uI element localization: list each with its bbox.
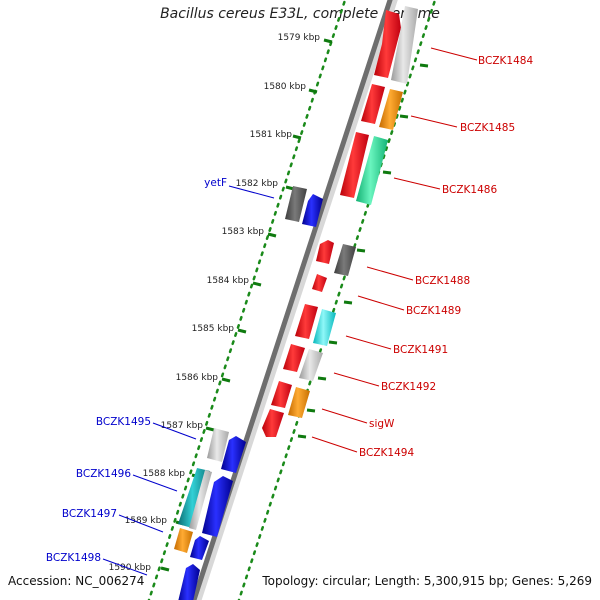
outer-tick-marks bbox=[297, 63, 429, 439]
gene-arrow[interactable] bbox=[299, 349, 323, 381]
gene-arrow[interactable] bbox=[190, 536, 209, 560]
gene-label-right[interactable]: BCZK1491 bbox=[393, 344, 448, 356]
gene-label-left[interactable]: BCZK1495 bbox=[96, 416, 151, 428]
tick-label: 1584 kbp bbox=[207, 276, 250, 286]
tick-label: 1586 kbp bbox=[176, 373, 219, 383]
gene-label-right[interactable]: sigW bbox=[369, 418, 395, 430]
gene-arrow[interactable] bbox=[356, 136, 388, 205]
gene-arrow[interactable] bbox=[207, 428, 229, 462]
gene-label-right[interactable]: BCZK1489 bbox=[406, 305, 461, 317]
gene-arrow[interactable] bbox=[295, 304, 318, 339]
gene-arrow[interactable] bbox=[361, 84, 385, 124]
tick-label: 1582 kbp bbox=[236, 179, 279, 189]
tick-label: 1585 kbp bbox=[192, 324, 235, 334]
gene-label-left[interactable]: BCZK1497 bbox=[62, 508, 117, 520]
gene-arrow[interactable] bbox=[288, 387, 310, 418]
gene-label-left[interactable]: yetF bbox=[204, 177, 227, 189]
gene-arrow[interactable] bbox=[271, 381, 292, 408]
gene-label-right[interactable]: BCZK1486 bbox=[442, 184, 497, 196]
gene-arrow[interactable] bbox=[379, 89, 403, 130]
gene-arrow[interactable] bbox=[174, 528, 193, 553]
tick-label: 1579 kbp bbox=[278, 33, 321, 43]
tick-label: 1583 kbp bbox=[222, 227, 265, 237]
gene-arrow[interactable] bbox=[334, 244, 356, 276]
gene-label-right[interactable]: BCZK1485 bbox=[460, 122, 515, 134]
left-leader-lines bbox=[102, 185, 275, 576]
gene-arrow[interactable] bbox=[189, 470, 212, 530]
tick-label: 1590 kbp bbox=[109, 563, 152, 573]
tick-label: 1581 kbp bbox=[250, 130, 293, 140]
gene-label-right[interactable]: BCZK1484 bbox=[478, 55, 533, 67]
gene-arrow[interactable] bbox=[340, 132, 369, 198]
map-title: Bacillus cereus E33L, complete genome bbox=[160, 6, 440, 22]
gene-arrow[interactable] bbox=[313, 309, 336, 346]
inner-track-guide bbox=[147, 0, 347, 600]
accession-text: Accession: NC_006274 bbox=[8, 574, 145, 588]
gene-label-right[interactable]: BCZK1492 bbox=[381, 381, 436, 393]
tick-label: 1587 kbp bbox=[161, 421, 204, 431]
gene-arrow[interactable] bbox=[177, 564, 200, 600]
gene-arrow[interactable] bbox=[316, 240, 334, 264]
tick-label: 1589 kbp bbox=[125, 516, 168, 526]
gene-arrow[interactable] bbox=[312, 274, 327, 292]
gene-label-right[interactable]: BCZK1494 bbox=[359, 447, 414, 459]
gene-arrow[interactable] bbox=[374, 10, 401, 78]
tick-label: 1588 kbp bbox=[143, 469, 186, 479]
gene-arrow[interactable] bbox=[391, 6, 418, 84]
gene-arrow[interactable] bbox=[221, 436, 246, 473]
gene-arrow[interactable] bbox=[202, 476, 233, 537]
gene-arrow[interactable] bbox=[262, 409, 284, 437]
tick-label: 1580 kbp bbox=[264, 82, 307, 92]
outer-track-guide bbox=[237, 0, 437, 600]
gene-label-right[interactable]: BCZK1488 bbox=[415, 275, 470, 287]
gene-arrow[interactable] bbox=[283, 344, 305, 372]
genome-backbone-shadow bbox=[192, 0, 398, 600]
gene-arrow[interactable] bbox=[285, 186, 307, 222]
gene-arrow[interactable] bbox=[302, 194, 323, 227]
gene-label-left[interactable]: BCZK1496 bbox=[76, 468, 131, 480]
right-leader-lines bbox=[311, 47, 478, 453]
gene-label-left[interactable]: BCZK1498 bbox=[46, 552, 101, 564]
topology-text: Topology: circular; Length: 5,300,915 bp… bbox=[262, 574, 592, 588]
inner-track-genes bbox=[174, 186, 323, 600]
forward-strand-genes bbox=[262, 6, 418, 437]
